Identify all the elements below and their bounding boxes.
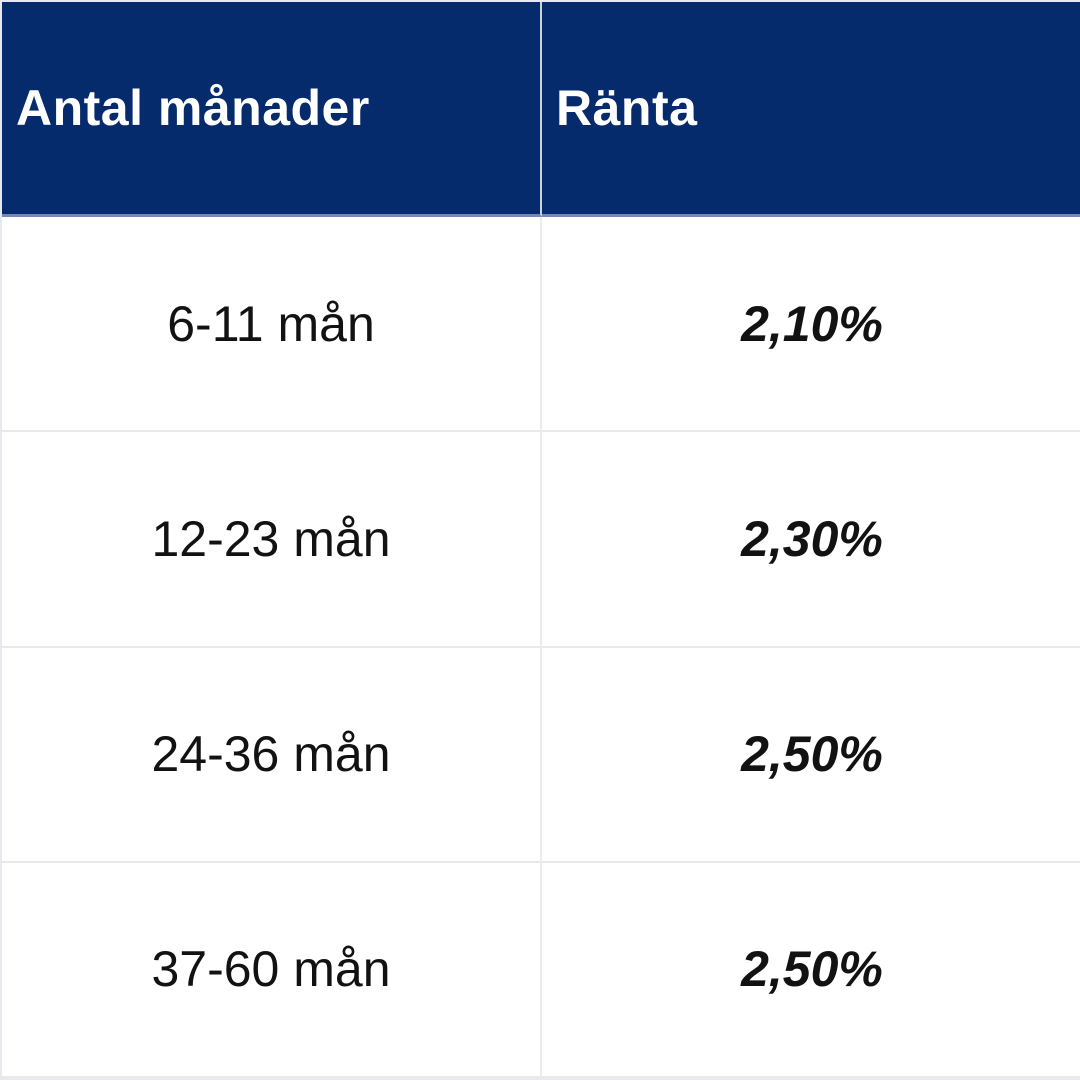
rate-value-label: 2,30% [741,510,883,567]
table-row-months-cell: 12-23 mån [2,432,542,648]
months-range-label: 6-11 mån [167,295,375,352]
table-row-rate-cell: 2,30% [542,432,1080,648]
months-range-label: 24-36 mån [151,726,391,783]
table-row-months-cell: 6-11 mån [2,217,542,433]
header-months-label: Antal månader [16,80,370,136]
rate-value-label: 2,50% [741,726,883,783]
months-range-label: 12-23 mån [151,510,391,567]
table-row-rate-cell: 2,10% [542,217,1080,433]
rate-value-label: 2,10% [741,295,883,352]
table-row-months-cell: 24-36 mån [2,647,542,863]
header-cell-months: Antal månader [2,2,542,217]
rate-value-label: 2,50% [741,941,883,998]
header-rate-label: Ränta [556,80,698,136]
months-range-label: 37-60 mån [151,941,391,998]
table-row-rate-cell: 2,50% [542,647,1080,863]
table-row-rate-cell: 2,50% [542,862,1080,1078]
header-cell-rate: Ränta [542,2,1080,217]
table-row-months-cell: 37-60 mån [2,862,542,1078]
